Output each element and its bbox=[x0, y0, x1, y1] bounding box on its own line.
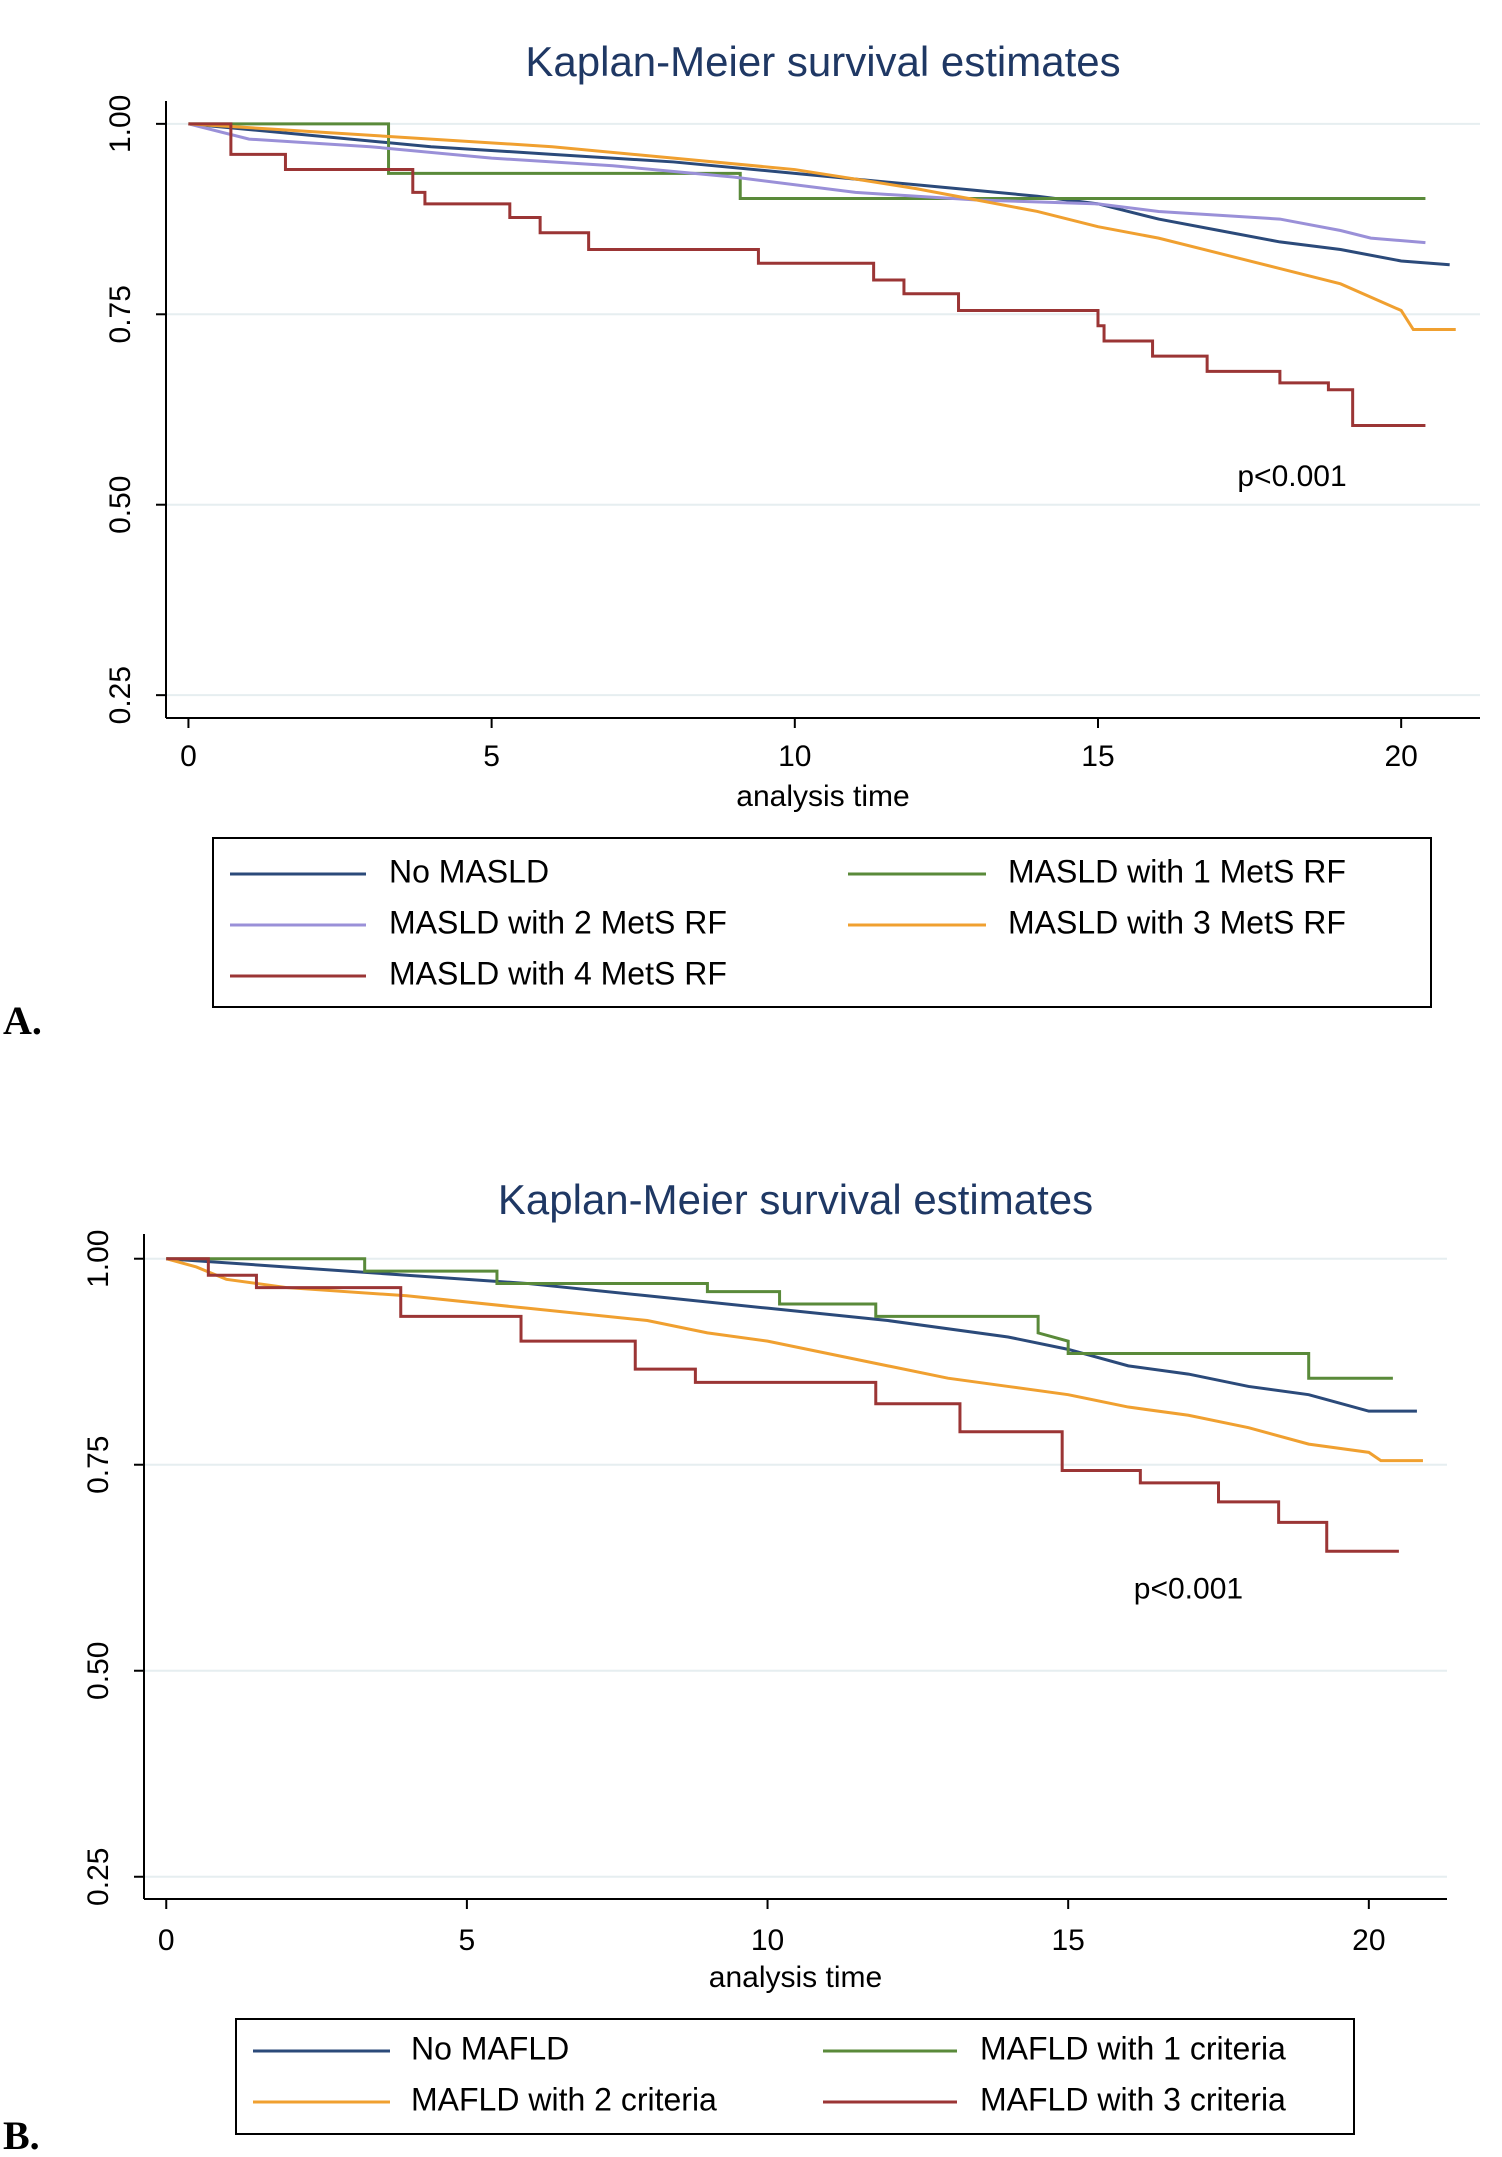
chart-title: Kaplan-Meier survival estimates bbox=[498, 1176, 1093, 1223]
y-tick-label: 0.50 bbox=[104, 476, 137, 534]
x-tick-label: 10 bbox=[751, 1924, 784, 1957]
annotation: p<0.001 bbox=[1134, 1573, 1243, 1606]
survival-curve bbox=[188, 122, 1426, 201]
survival-curve bbox=[166, 1257, 1393, 1380]
legend-label: MASLD with 3 MetS RF bbox=[1008, 904, 1346, 940]
y-tick-label: 1.00 bbox=[82, 1230, 115, 1288]
legend-box bbox=[235, 2018, 1355, 2135]
legend-label: MAFLD with 1 criteria bbox=[980, 2030, 1286, 2066]
y-tick-label: 0.25 bbox=[82, 1848, 115, 1906]
y-tick-label: 1.00 bbox=[104, 95, 137, 153]
legend-label: MAFLD with 3 criteria bbox=[980, 2081, 1286, 2117]
x-tick-label: 5 bbox=[459, 1924, 476, 1957]
panel-label: A. bbox=[3, 998, 42, 1043]
chart-title: Kaplan-Meier survival estimates bbox=[525, 38, 1120, 85]
survival-curve bbox=[166, 1257, 1399, 1553]
y-tick-label: 0.50 bbox=[82, 1642, 115, 1700]
legend-label: MASLD with 2 MetS RF bbox=[389, 904, 727, 940]
x-axis-title: analysis time bbox=[736, 780, 909, 813]
x-tick-label: 0 bbox=[180, 740, 197, 773]
y-tick-label: 0.25 bbox=[104, 666, 137, 724]
x-tick-label: 20 bbox=[1384, 740, 1417, 773]
panel-label: B. bbox=[3, 2113, 40, 2157]
survival-curve bbox=[188, 122, 1450, 267]
legend-label: MASLD with 1 MetS RF bbox=[1008, 853, 1346, 889]
legend-label: No MASLD bbox=[389, 853, 549, 889]
annotation: p<0.001 bbox=[1237, 460, 1346, 493]
survival-curve bbox=[188, 122, 1426, 427]
y-tick-label: 0.75 bbox=[104, 285, 137, 343]
x-axis-title: analysis time bbox=[709, 1961, 882, 1994]
x-tick-label: 15 bbox=[1081, 740, 1114, 773]
y-tick-label: 0.75 bbox=[82, 1436, 115, 1494]
x-tick-label: 0 bbox=[158, 1924, 175, 1957]
survival-curve bbox=[188, 122, 1456, 332]
x-tick-label: 20 bbox=[1352, 1924, 1385, 1957]
x-tick-label: 15 bbox=[1051, 1924, 1084, 1957]
x-tick-label: 10 bbox=[778, 740, 811, 773]
survival-curve bbox=[166, 1257, 1417, 1413]
x-tick-label: 5 bbox=[483, 740, 500, 773]
survival-curve bbox=[188, 122, 1426, 245]
legend-box bbox=[212, 837, 1432, 1008]
legend-label: No MAFLD bbox=[411, 2030, 569, 2066]
legend-label: MASLD with 4 MetS RF bbox=[389, 955, 727, 991]
survival-curve bbox=[165, 1257, 1423, 1463]
legend-label: MAFLD with 2 criteria bbox=[411, 2081, 717, 2117]
